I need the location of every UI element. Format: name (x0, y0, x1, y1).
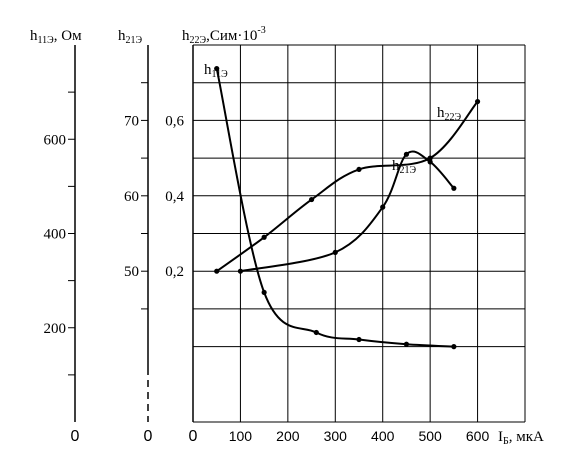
data-point-h11 (356, 336, 362, 343)
h21-tick-label: 50 (124, 264, 139, 280)
data-point-h22 (214, 268, 220, 274)
x-axis-title: IБ, мкА (498, 429, 544, 447)
data-point-h22 (308, 196, 315, 203)
data-point-h22 (427, 155, 433, 161)
data-point-h21 (380, 204, 386, 210)
h22-axis-title: h22Э,Сим·10-3 (182, 25, 266, 46)
axis-titles: h11Э, Ом h21Э h22Э,Сим·10-3 IБ, мкА (30, 25, 544, 447)
data-point-h21 (237, 268, 244, 274)
series-label-h11: h11Э (204, 62, 228, 80)
data-point-h11 (261, 289, 267, 296)
data-point-h11 (313, 329, 319, 336)
h22-tick-label: 0,2 (165, 264, 184, 280)
x-tick-label: 400 (371, 428, 395, 444)
h21-tick-label: 70 (124, 113, 139, 129)
data-point-h21 (451, 185, 457, 191)
series-labels: h11Э h21Э h22Э (204, 62, 462, 176)
series-label-h21: h21Э (392, 158, 417, 176)
data-point-h11 (451, 344, 457, 350)
h21-axis-title: h21Э (118, 28, 143, 46)
data-point-h22 (356, 166, 362, 173)
x-tick-label: 600 (466, 428, 490, 444)
data-point-h21 (403, 151, 410, 157)
h11-zero-label: 0 (71, 428, 80, 445)
h21-tick-label: 60 (124, 189, 139, 205)
h21-zero-label: 0 (144, 428, 153, 445)
data-point-h11 (403, 341, 410, 347)
h22-zero-label: 0 (189, 428, 198, 445)
series-line-h21 (240, 150, 455, 273)
h11-tick-label: 400 (44, 227, 67, 243)
data-point-h11 (214, 65, 220, 72)
h11-axis-title: h11Э, Ом (30, 28, 82, 46)
h11-tick-label: 200 (44, 321, 67, 337)
x-tick-label: 300 (324, 428, 348, 444)
data-point-h21 (332, 249, 338, 255)
data-point-h21 (427, 159, 433, 165)
h22-tick-label: 0,4 (165, 189, 184, 205)
series-label-h22: h22Э (437, 105, 462, 123)
h22-tick-label: 0,6 (165, 113, 184, 129)
series-line-h22 (216, 100, 479, 273)
x-tick-label: 200 (276, 428, 300, 444)
x-tick-label: 500 (418, 428, 442, 444)
x-tick-label: 100 (229, 428, 253, 444)
data-point-h22 (474, 98, 481, 105)
h11-tick-label: 600 (44, 132, 67, 148)
data-point-h22 (261, 234, 267, 240)
markers (214, 65, 481, 350)
axes: 200 400 600 0 50 60 70 0 0,2 0,4 0,6 0 100 200 300 400 5… (44, 45, 490, 445)
